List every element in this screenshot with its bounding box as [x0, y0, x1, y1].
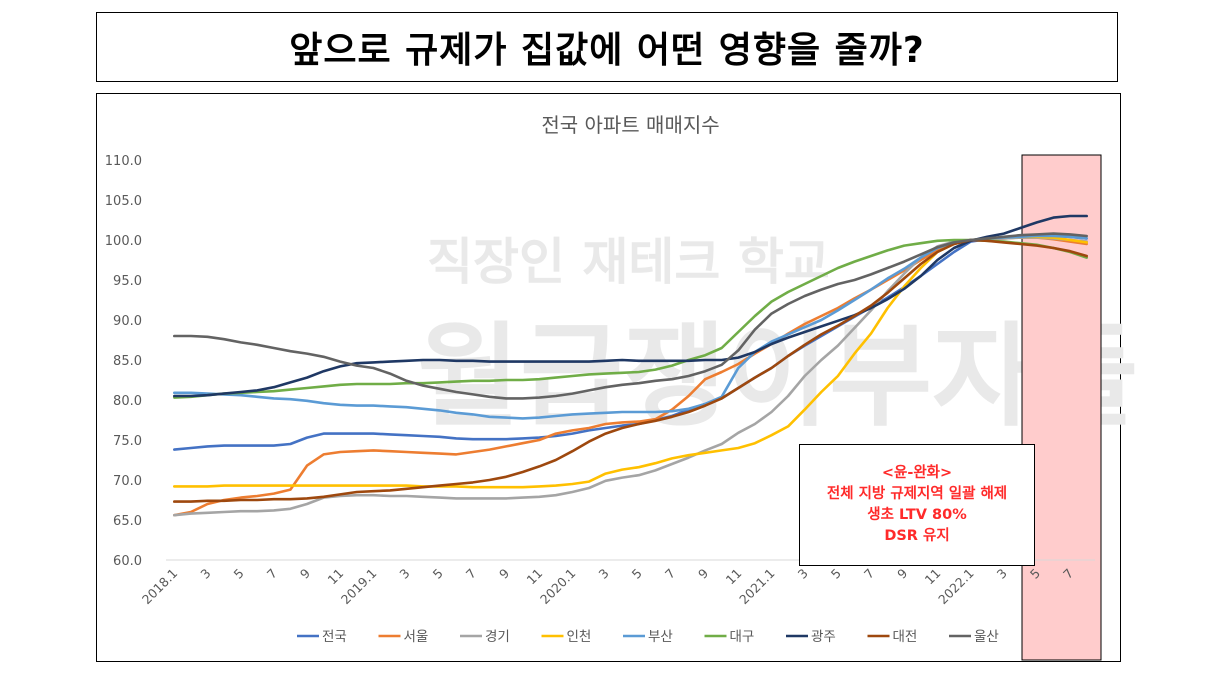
- legend-label-1: 서울: [404, 629, 429, 645]
- legend-label-8: 울산: [974, 629, 999, 645]
- x-tick-label: 2018.1: [139, 566, 181, 608]
- x-tick-label: 3: [994, 566, 1010, 582]
- note-line-3: 생초 LTV 80%: [867, 507, 967, 523]
- legend-label-0: 전국: [322, 629, 347, 645]
- y-tick-label: 100.0: [105, 234, 142, 249]
- policy-note: <윤-완화> 전체 지방 규제지역 일괄 해제 생초 LTV 80% DSR 유…: [799, 444, 1035, 566]
- line-chart: 전국 아파트 매매지수 60.0 65.0 70.0 75.0 80.0 85.0 90.0 9…: [105, 113, 1102, 661]
- legend-label-2: 경기: [485, 629, 510, 645]
- x-tick-label: 5: [430, 566, 446, 582]
- y-tick-label: 75.0: [113, 434, 142, 449]
- y-tick-label: 110.0: [105, 154, 142, 169]
- x-tick-label: 5: [828, 566, 844, 582]
- y-tick-label: 105.0: [105, 194, 142, 209]
- x-tick-label: 3: [396, 566, 412, 582]
- y-tick-label: 70.0: [113, 474, 142, 489]
- legend-label-4: 부산: [648, 629, 673, 645]
- x-tick-label: 7: [463, 566, 479, 582]
- legend-label-6: 광주: [811, 629, 836, 645]
- legend-label-3: 인천: [567, 629, 592, 645]
- legend-label-7: 대전: [893, 629, 918, 645]
- series-line-1: [173, 236, 1089, 517]
- legend-label-5: 대구: [730, 629, 755, 645]
- x-tick-label: 3: [795, 566, 811, 582]
- series-line-5: [173, 238, 1089, 399]
- page-title-box: 앞으로 규제가 집값에 어떤 영향을 줄까?: [96, 12, 1118, 82]
- x-tick-label: 2021.1: [736, 566, 778, 608]
- highlight-region: [1021, 154, 1102, 661]
- series-line-0: [173, 234, 1089, 451]
- x-tick-label: 5: [231, 566, 247, 582]
- y-tick-label: 95.0: [113, 274, 142, 289]
- x-tick-label: 11: [324, 566, 346, 588]
- x-tick-label: 3: [596, 566, 612, 582]
- chart-title: 전국 아파트 매매지수: [541, 113, 719, 137]
- series-line-4: [173, 234, 1089, 420]
- x-tick-label: 5: [629, 566, 645, 582]
- x-tick-label: 9: [496, 565, 512, 581]
- note-line-4: DSR 유지: [884, 528, 950, 544]
- x-tick-label: 7: [264, 566, 280, 582]
- y-tick-label: 80.0: [113, 394, 142, 409]
- x-tick-label: 2020.1: [537, 566, 579, 608]
- x-tick-label: 9: [894, 565, 910, 581]
- series-line-6: [173, 214, 1089, 398]
- note-line-1: <윤-완화>: [881, 465, 953, 481]
- x-tick-label: 3: [197, 566, 213, 582]
- x-tick-label: 7: [861, 566, 877, 582]
- chart-container: 직장인 재테크 학교 월급쟁이부자들 전국 아파트 매매지수 60.0 65.0 70…: [96, 93, 1138, 662]
- y-tick-label: 65.0: [113, 514, 142, 529]
- x-tick-label: 2022.1: [935, 566, 977, 608]
- page-title: 앞으로 규제가 집값에 어떤 영향을 줄까?: [289, 30, 925, 71]
- x-tick-label: 11: [922, 566, 944, 588]
- series-line-7: [173, 238, 1089, 503]
- series-line-8: [173, 232, 1089, 400]
- x-tick-label: 11: [524, 566, 546, 588]
- x-tick-label: 11: [723, 566, 745, 588]
- y-tick-label: 60.0: [113, 554, 142, 569]
- y-tick-label: 85.0: [113, 354, 142, 369]
- x-tick-label: 7: [662, 566, 678, 582]
- x-tick-label: 9: [297, 565, 313, 581]
- x-tick-label: 9: [695, 565, 711, 581]
- note-line-2: 전체 지방 규제지역 일괄 해제: [826, 486, 1008, 502]
- x-tick-label: 2019.1: [338, 566, 380, 608]
- y-tick-label: 90.0: [113, 314, 142, 329]
